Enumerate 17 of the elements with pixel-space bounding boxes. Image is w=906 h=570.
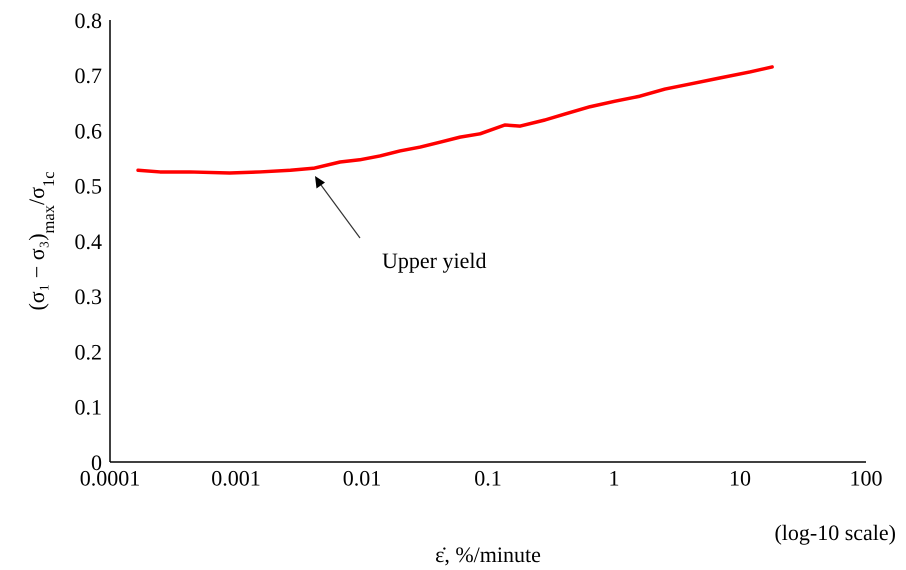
y-tick-label: 0.3 — [74, 284, 102, 310]
y-tick-label: 0.5 — [74, 174, 102, 199]
x-tick-label: 1 — [608, 466, 620, 491]
annotation: Upper yield — [382, 248, 486, 273]
text: (log-10 scale) — [774, 520, 896, 545]
x-tick-label: 0.001 — [211, 466, 261, 491]
y-tick-label: 0.8 — [74, 8, 102, 33]
x-tick-label: 0.1 — [474, 466, 502, 491]
y-tick-label: 0.4 — [74, 228, 102, 254]
y-tick-label: 0.7 — [74, 63, 102, 88]
x-tick-label: 0.01 — [342, 466, 382, 491]
y-tick-label: 0.6 — [74, 118, 102, 144]
x-tick-label: 10 — [729, 466, 751, 491]
y-tick-label: 0.1 — [74, 394, 102, 420]
y-tick-label: 0.2 — [74, 339, 102, 364]
x-tick-label: 100 — [850, 466, 882, 491]
x-axis-title: ε̇, %/minute — [435, 542, 541, 567]
